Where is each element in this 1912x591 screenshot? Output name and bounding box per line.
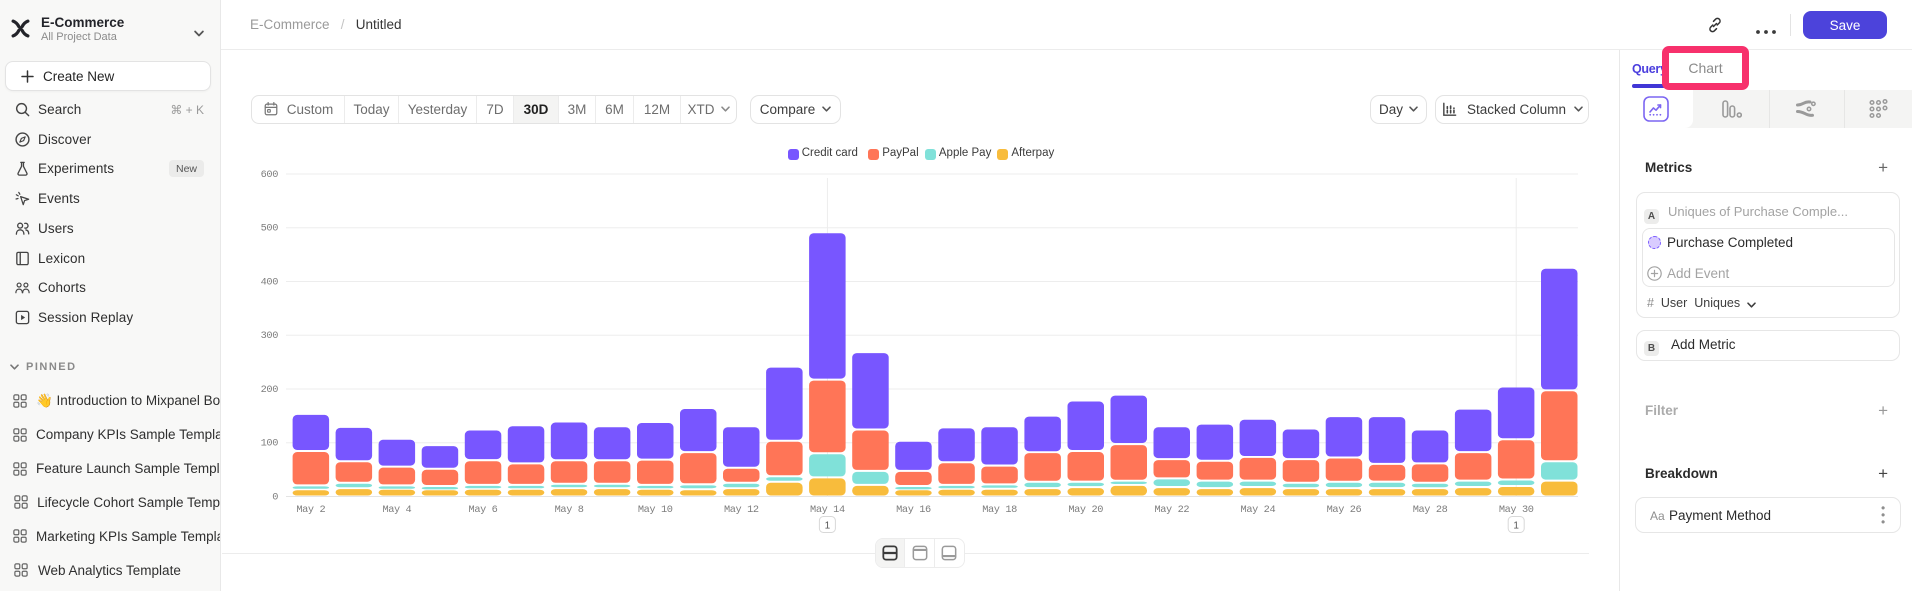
- svg-text:May 12: May 12: [724, 504, 759, 516]
- svg-text:200: 200: [261, 384, 279, 396]
- svg-text:300: 300: [261, 330, 279, 342]
- svg-text:May 10: May 10: [638, 504, 673, 516]
- svg-text:1: 1: [1513, 521, 1519, 532]
- svg-text:May 16: May 16: [896, 504, 931, 516]
- svg-text:100: 100: [261, 438, 279, 450]
- svg-text:0: 0: [272, 491, 278, 503]
- svg-text:May 22: May 22: [1154, 504, 1189, 516]
- svg-text:May 6: May 6: [469, 504, 498, 516]
- svg-text:500: 500: [261, 223, 279, 235]
- svg-text:May 4: May 4: [382, 504, 411, 516]
- svg-text:1: 1: [825, 521, 831, 532]
- svg-text:600: 600: [261, 169, 279, 181]
- svg-text:May 28: May 28: [1413, 504, 1448, 516]
- svg-text:May 20: May 20: [1068, 504, 1103, 516]
- svg-text:May 18: May 18: [982, 504, 1017, 516]
- svg-text:May 14: May 14: [810, 504, 845, 516]
- svg-text:May 24: May 24: [1241, 504, 1276, 516]
- svg-text:May 8: May 8: [555, 504, 584, 516]
- svg-text:May 30: May 30: [1499, 504, 1534, 516]
- svg-text:May 26: May 26: [1327, 504, 1362, 516]
- svg-text:400: 400: [261, 276, 279, 288]
- svg-text:May 2: May 2: [296, 504, 325, 516]
